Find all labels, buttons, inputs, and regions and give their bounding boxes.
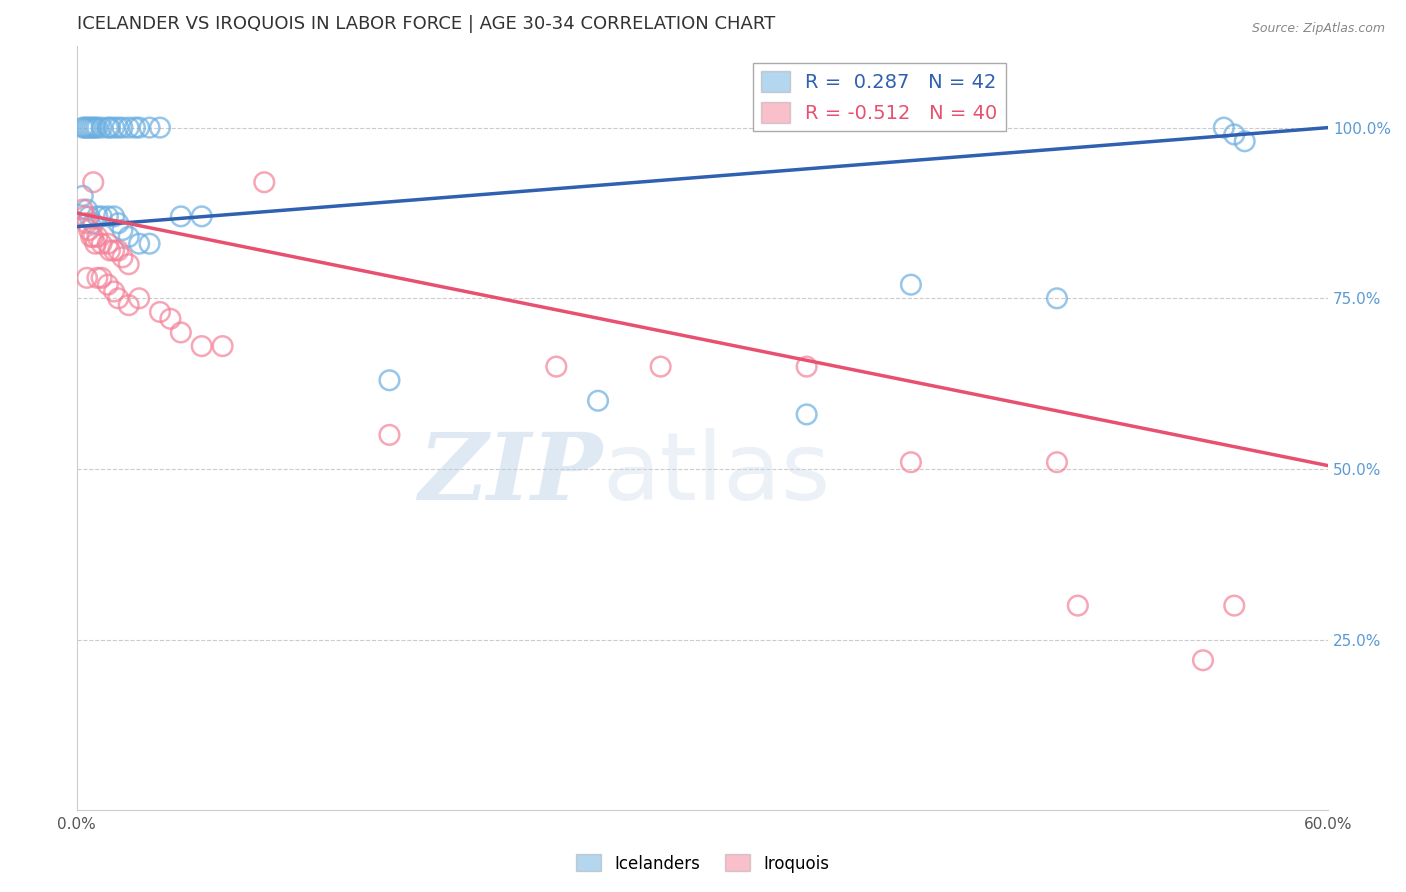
Point — [73, 210, 96, 224]
Point — [190, 339, 212, 353]
Point — [90, 270, 112, 285]
Point — [378, 428, 401, 442]
Point — [111, 251, 134, 265]
Legend: Icelanders, Iroquois: Icelanders, Iroquois — [569, 847, 837, 880]
Point — [1192, 653, 1215, 667]
Text: ZIP: ZIP — [418, 429, 602, 519]
Point — [103, 285, 125, 299]
Point — [90, 236, 112, 251]
Point — [77, 223, 100, 237]
Point — [159, 311, 181, 326]
Point — [1223, 599, 1246, 613]
Point — [107, 216, 129, 230]
Point — [1223, 128, 1246, 142]
Point — [128, 236, 150, 251]
Point — [149, 305, 172, 319]
Point — [253, 175, 276, 189]
Point — [72, 189, 94, 203]
Point — [76, 202, 98, 217]
Point — [107, 291, 129, 305]
Point — [90, 120, 112, 135]
Point — [98, 120, 121, 135]
Point — [211, 339, 233, 353]
Point — [72, 202, 94, 217]
Text: ICELANDER VS IROQUOIS IN LABOR FORCE | AGE 30-34 CORRELATION CHART: ICELANDER VS IROQUOIS IN LABOR FORCE | A… — [76, 15, 775, 33]
Point — [80, 230, 103, 244]
Point — [650, 359, 672, 374]
Point — [97, 236, 120, 251]
Point — [190, 210, 212, 224]
Text: atlas: atlas — [602, 428, 831, 520]
Point — [586, 393, 609, 408]
Point — [76, 216, 98, 230]
Point — [138, 120, 160, 135]
Point — [378, 373, 401, 387]
Point — [1046, 455, 1069, 469]
Point — [86, 230, 108, 244]
Point — [73, 120, 96, 135]
Point — [1067, 599, 1090, 613]
Point — [128, 120, 150, 135]
Legend: R =  0.287   N = 42, R = -0.512   N = 40: R = 0.287 N = 42, R = -0.512 N = 40 — [754, 63, 1005, 131]
Point — [107, 244, 129, 258]
Point — [107, 120, 129, 135]
Point — [72, 120, 94, 135]
Point — [118, 230, 141, 244]
Point — [170, 326, 193, 340]
Point — [86, 270, 108, 285]
Point — [90, 210, 112, 224]
Point — [103, 120, 125, 135]
Point — [86, 210, 108, 224]
Point — [82, 175, 104, 189]
Point — [77, 210, 100, 224]
Point — [103, 244, 125, 258]
Point — [796, 408, 818, 422]
Text: Source: ZipAtlas.com: Source: ZipAtlas.com — [1251, 22, 1385, 36]
Point — [97, 120, 120, 135]
Point — [124, 120, 146, 135]
Point — [98, 244, 121, 258]
Point — [111, 120, 134, 135]
Point — [84, 236, 107, 251]
Point — [149, 120, 172, 135]
Point — [111, 223, 134, 237]
Point — [118, 120, 141, 135]
Point — [84, 120, 107, 135]
Point — [76, 120, 98, 135]
Point — [796, 359, 818, 374]
Point — [97, 277, 120, 292]
Point — [82, 216, 104, 230]
Point — [82, 230, 104, 244]
Point — [77, 120, 100, 135]
Point — [118, 298, 141, 312]
Point — [76, 270, 98, 285]
Point — [82, 120, 104, 135]
Point — [546, 359, 568, 374]
Point — [900, 277, 922, 292]
Point — [138, 236, 160, 251]
Point — [118, 257, 141, 271]
Point — [86, 120, 108, 135]
Point — [103, 210, 125, 224]
Point — [80, 120, 103, 135]
Point — [1233, 134, 1256, 148]
Point — [170, 210, 193, 224]
Point — [128, 291, 150, 305]
Point — [1046, 291, 1069, 305]
Point — [900, 455, 922, 469]
Point — [97, 210, 120, 224]
Point — [1212, 120, 1234, 135]
